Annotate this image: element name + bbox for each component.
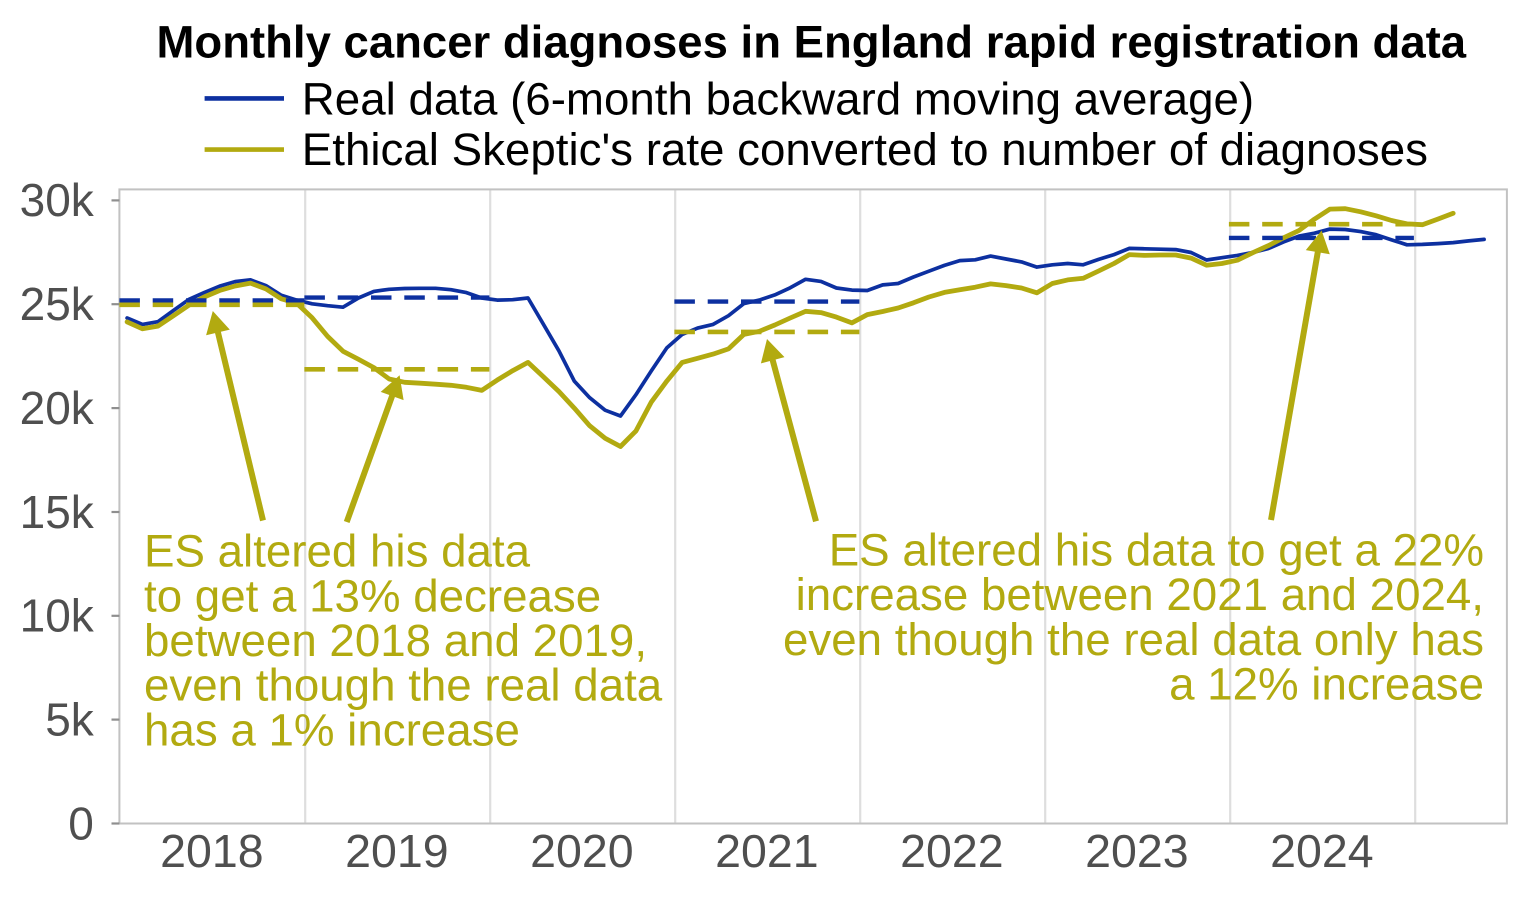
- svg-text:a 12% increase: a 12% increase: [1169, 659, 1484, 710]
- svg-text:between 2018 and 2019,: between 2018 and 2019,: [144, 615, 647, 666]
- svg-text:increase between 2021 and 2024: increase between 2021 and 2024,: [796, 569, 1484, 620]
- svg-text:Ethical Skeptic's rate convert: Ethical Skeptic's rate converted to numb…: [302, 124, 1428, 175]
- svg-text:to get a 13% decrease: to get a 13% decrease: [144, 570, 601, 621]
- svg-text:has a 1% increase: has a 1% increase: [144, 704, 520, 755]
- svg-text:ES altered his data to get a 2: ES altered his data to get a 22%: [829, 525, 1484, 576]
- svg-text:25k: 25k: [20, 278, 95, 330]
- svg-text:2022: 2022: [900, 825, 1003, 877]
- svg-text:2020: 2020: [530, 825, 633, 877]
- svg-text:Monthly cancer diagnoses in En: Monthly cancer diagnoses in England rapi…: [157, 17, 1467, 68]
- svg-text:2019: 2019: [345, 825, 448, 877]
- svg-text:10k: 10k: [20, 590, 95, 642]
- svg-text:2024: 2024: [1270, 825, 1373, 877]
- svg-text:30k: 30k: [20, 174, 95, 226]
- svg-text:even though the real data: even though the real data: [144, 660, 663, 711]
- svg-text:ES altered his data: ES altered his data: [144, 526, 531, 577]
- svg-text:15k: 15k: [20, 486, 95, 538]
- svg-text:20k: 20k: [20, 382, 95, 434]
- svg-text:5k: 5k: [45, 693, 95, 745]
- svg-text:2021: 2021: [715, 825, 818, 877]
- svg-text:2018: 2018: [160, 825, 263, 877]
- svg-text:even though the real data only: even though the real data only has: [783, 614, 1484, 665]
- svg-text:2023: 2023: [1085, 825, 1188, 877]
- svg-text:0: 0: [68, 797, 94, 849]
- svg-text:Real data (6-month backward mo: Real data (6-month backward moving avera…: [302, 74, 1254, 125]
